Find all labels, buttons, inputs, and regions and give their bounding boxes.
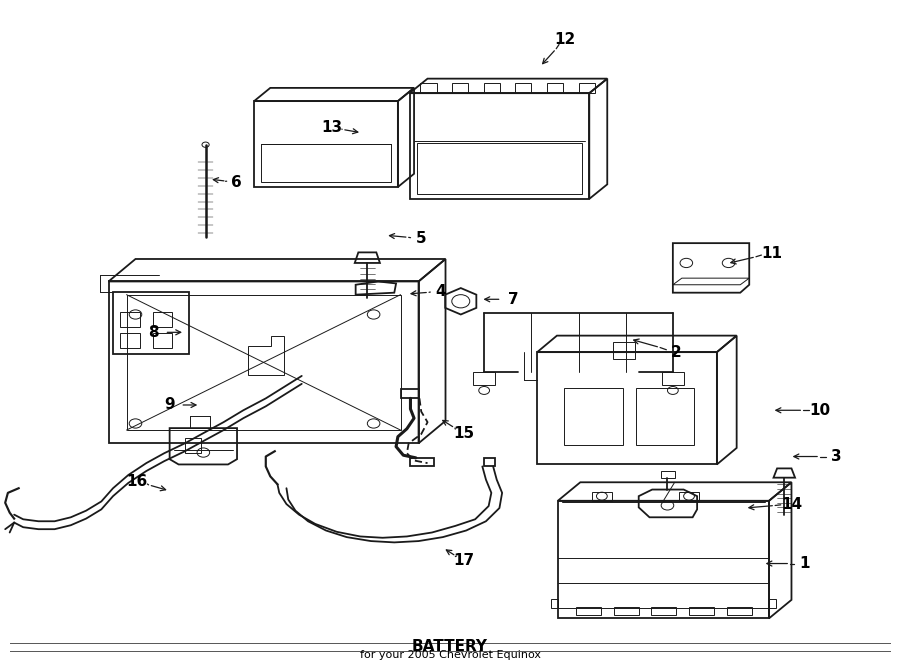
- Text: 13: 13: [320, 120, 342, 135]
- Bar: [452, 83, 468, 93]
- Bar: [410, 93, 590, 199]
- Bar: [515, 83, 531, 93]
- Bar: [662, 471, 675, 478]
- Bar: [558, 500, 769, 618]
- Bar: [127, 295, 400, 430]
- Bar: [537, 352, 717, 465]
- Bar: [727, 607, 752, 615]
- Bar: [576, 607, 601, 615]
- Bar: [614, 607, 639, 615]
- Bar: [184, 438, 201, 453]
- Bar: [420, 83, 436, 93]
- Text: BATTERY: BATTERY: [412, 639, 488, 654]
- Text: 15: 15: [453, 426, 474, 441]
- Text: 10: 10: [810, 402, 831, 418]
- Bar: [113, 291, 189, 354]
- Text: 5: 5: [416, 231, 427, 246]
- Text: for your 2005 Chevrolet Equinox: for your 2005 Chevrolet Equinox: [359, 649, 541, 660]
- Bar: [483, 83, 500, 93]
- Text: 6: 6: [230, 175, 241, 190]
- Bar: [636, 389, 695, 445]
- Bar: [564, 389, 623, 445]
- Bar: [579, 83, 595, 93]
- Text: 1: 1: [800, 556, 810, 571]
- Text: 3: 3: [831, 449, 842, 464]
- Text: 14: 14: [781, 496, 802, 512]
- Bar: [109, 281, 418, 444]
- Bar: [417, 143, 582, 193]
- Text: 9: 9: [165, 397, 175, 412]
- Text: 2: 2: [671, 345, 682, 359]
- Text: 12: 12: [554, 32, 576, 46]
- Bar: [121, 312, 140, 326]
- Bar: [121, 333, 140, 348]
- Bar: [689, 607, 715, 615]
- Bar: [652, 607, 677, 615]
- Text: 8: 8: [148, 325, 158, 340]
- Text: 7: 7: [508, 292, 518, 307]
- Bar: [153, 333, 172, 348]
- Text: 4: 4: [436, 284, 446, 299]
- Text: 11: 11: [761, 246, 782, 261]
- Bar: [613, 342, 635, 359]
- Text: 17: 17: [453, 553, 474, 569]
- Bar: [592, 491, 612, 500]
- Bar: [547, 83, 563, 93]
- Text: 16: 16: [127, 474, 148, 489]
- Bar: [254, 101, 398, 187]
- Bar: [153, 312, 172, 326]
- Bar: [261, 144, 391, 181]
- Bar: [680, 491, 699, 500]
